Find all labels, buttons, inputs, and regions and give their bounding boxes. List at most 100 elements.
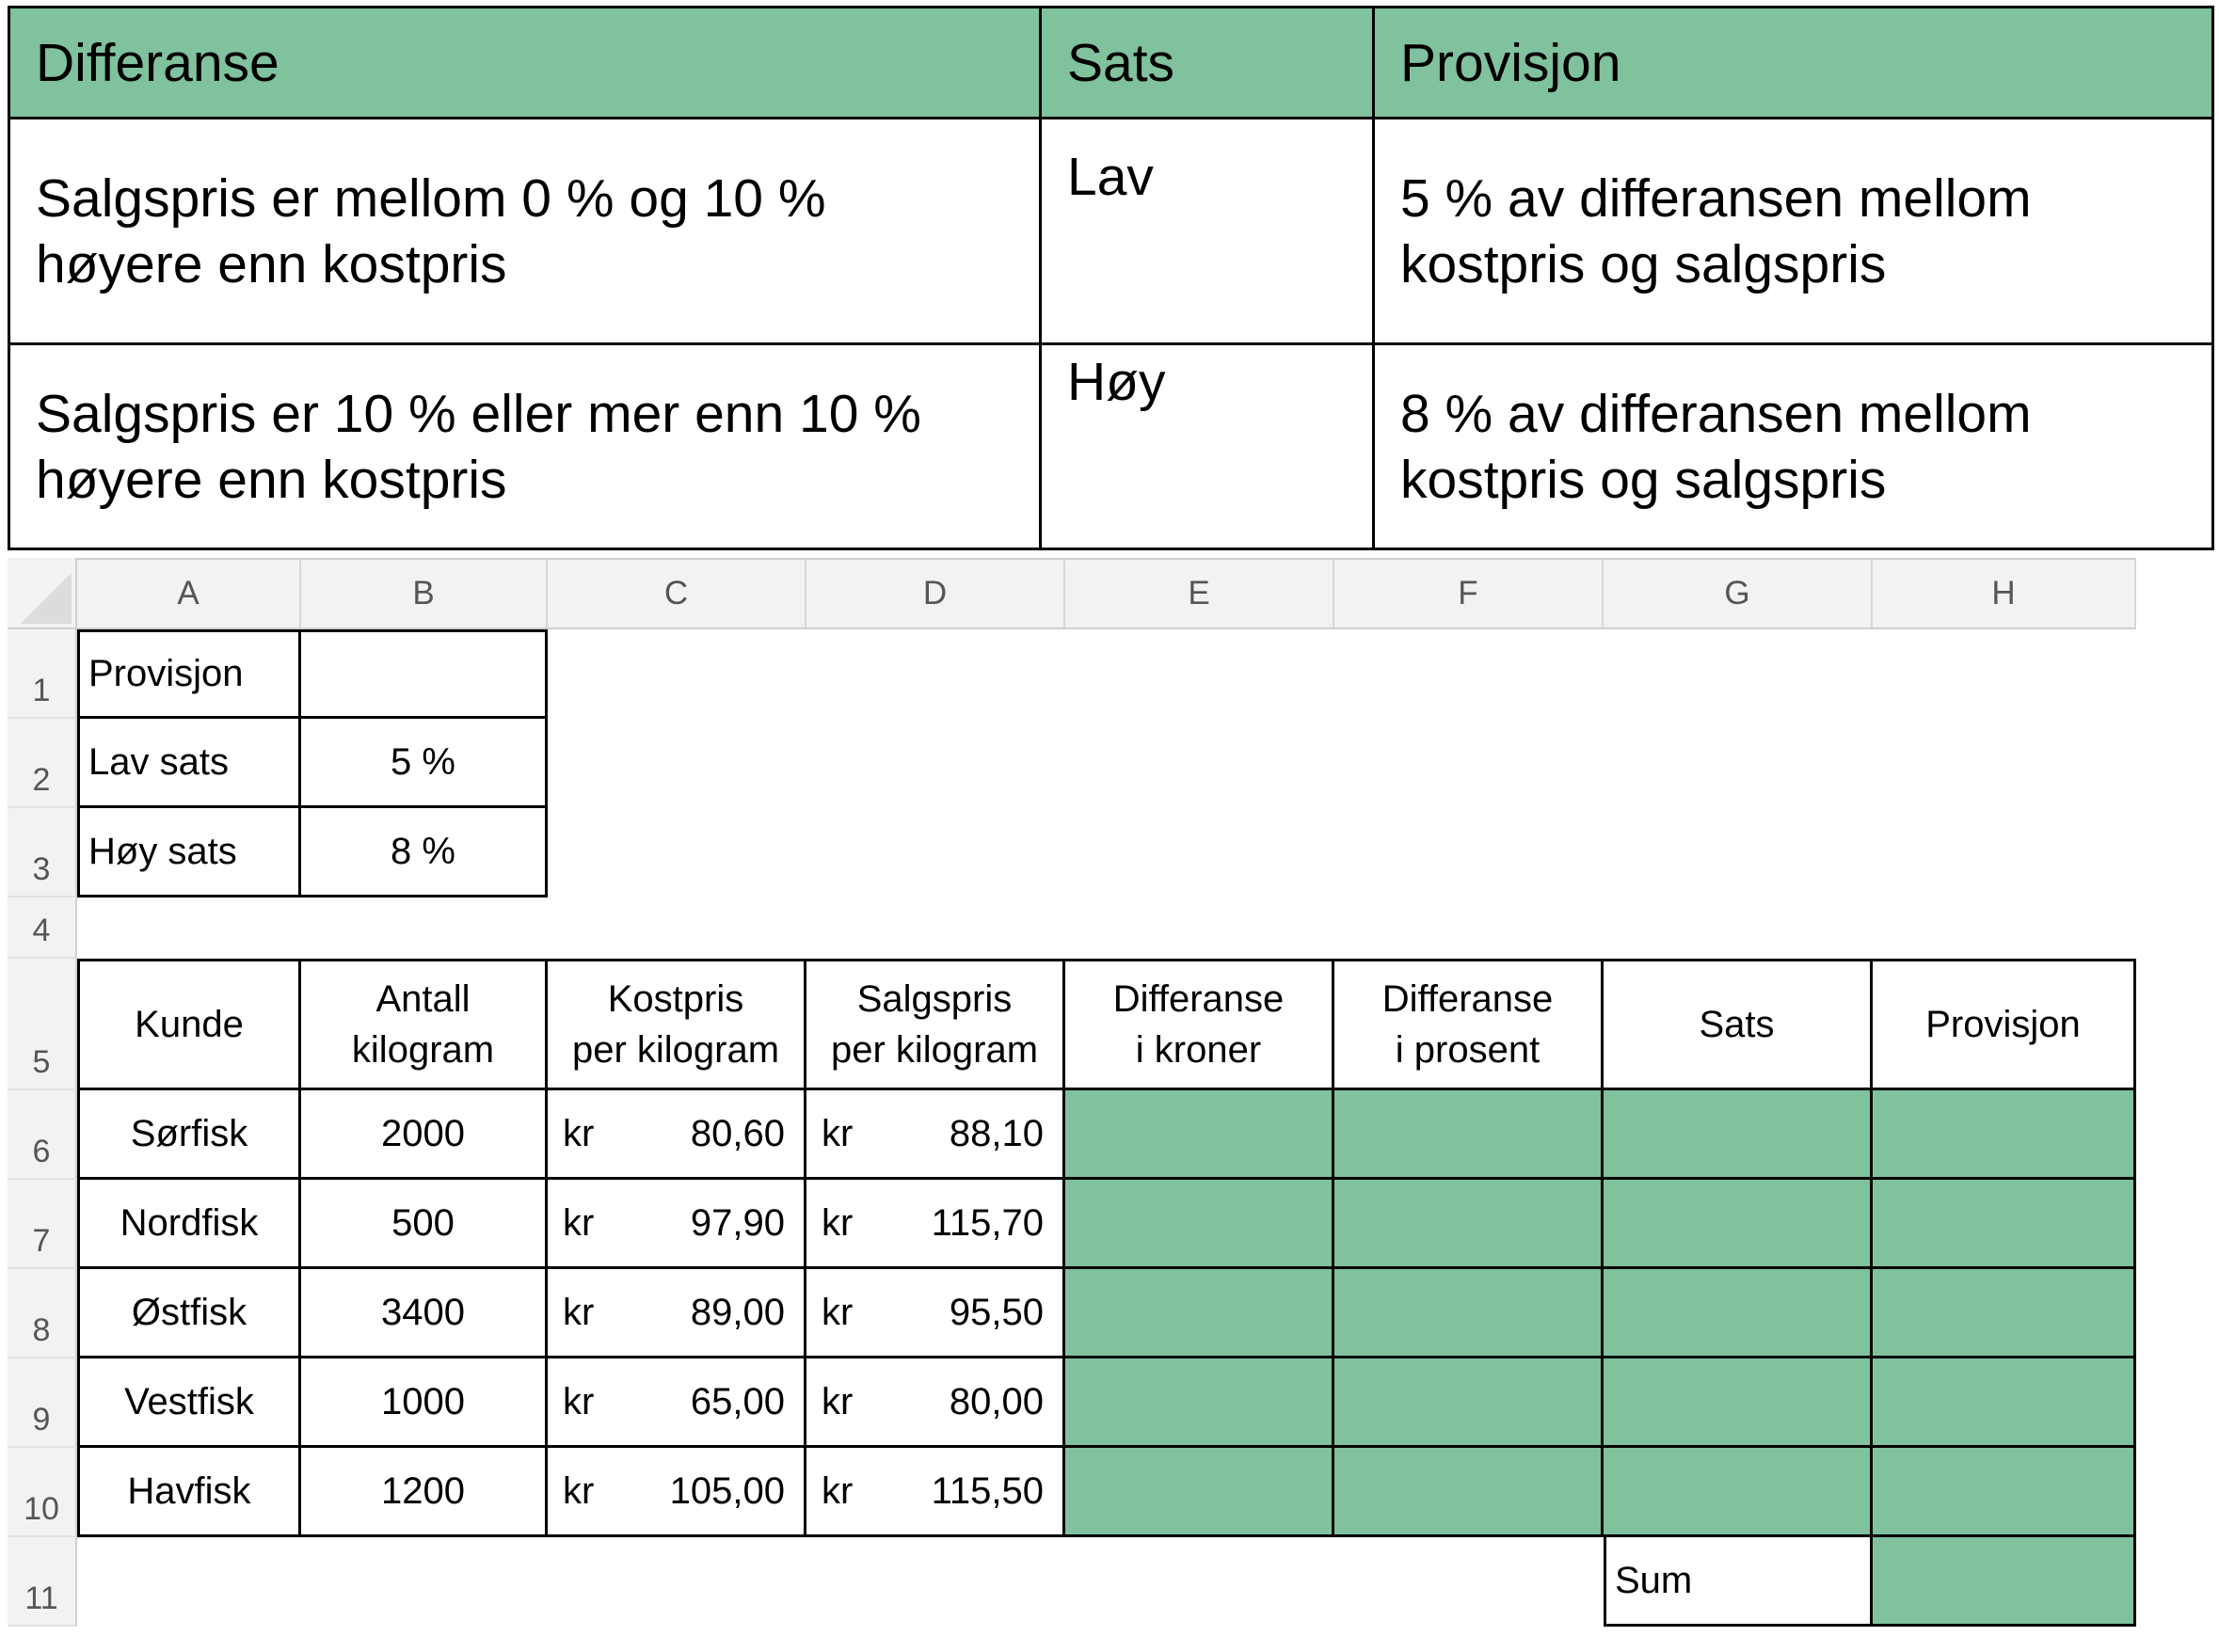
cell-g9[interactable] (1601, 1356, 1873, 1448)
cell-a1[interactable]: Provisjon (77, 629, 301, 719)
cell-d6[interactable]: kr 88,10 (804, 1088, 1065, 1180)
cell-a2[interactable]: Lav sats (77, 716, 301, 808)
row-header-11[interactable]: 11 (8, 1537, 77, 1627)
row-header-label: 1 (32, 673, 51, 708)
row-header-5[interactable]: 5 (8, 959, 77, 1090)
cell-h10[interactable] (1870, 1445, 2136, 1537)
cell-e10[interactable] (1062, 1445, 1334, 1537)
cell-f8[interactable] (1332, 1266, 1604, 1358)
header-cell-b5[interactable]: Antall kilogram (298, 959, 548, 1090)
column-header-b[interactable]: B (301, 558, 548, 629)
row-header-7[interactable]: 7 (8, 1180, 77, 1269)
customer-name: Havfisk (127, 1469, 251, 1512)
column-header-g[interactable]: G (1604, 558, 1873, 629)
customer-name: Vestfisk (124, 1380, 254, 1422)
cell-a6[interactable]: Sørfisk (77, 1088, 301, 1180)
row-header-10[interactable]: 10 (8, 1448, 77, 1537)
currency-symbol: kr (563, 1380, 595, 1422)
row-header-8[interactable]: 8 (8, 1269, 77, 1358)
cell-b7[interactable]: 500 (298, 1177, 548, 1269)
currency-symbol: kr (563, 1201, 595, 1244)
cell-a3[interactable]: Høy sats (77, 805, 301, 897)
cell-h11[interactable] (1870, 1534, 2136, 1627)
cell-b1[interactable] (298, 629, 548, 719)
header-text-line: Sats (1699, 1004, 1775, 1045)
commission-rules-table: Differanse Sats Provisjon Salgspris er m… (8, 6, 2214, 550)
row-header-9[interactable]: 9 (8, 1358, 77, 1448)
cell-c10[interactable]: kr 105,00 (545, 1445, 806, 1537)
cell-f9[interactable] (1332, 1356, 1604, 1448)
param-label: Høy sats (88, 830, 237, 872)
rule-text-line: Salgspris er mellom 0 % og 10 % (36, 167, 826, 229)
cell-b6[interactable]: 2000 (298, 1088, 548, 1180)
cell-a10[interactable]: Havfisk (77, 1445, 301, 1537)
cell-h6[interactable] (1870, 1088, 2136, 1180)
rule-text-line: 5 % av differansen mellom (1400, 167, 2032, 229)
select-all-corner[interactable] (8, 558, 77, 629)
cell-b8[interactable]: 3400 (298, 1266, 548, 1358)
customer-name: Nordfisk (120, 1201, 259, 1244)
cell-a8[interactable]: Østfisk (77, 1266, 301, 1358)
cell-c8[interactable]: kr 89,00 (545, 1266, 806, 1358)
column-header-d[interactable]: D (806, 558, 1065, 629)
cell-d9[interactable]: kr 80,00 (804, 1356, 1065, 1448)
cell-e6[interactable] (1062, 1088, 1334, 1180)
cell-a7[interactable]: Nordfisk (77, 1177, 301, 1269)
cell-c6[interactable]: kr 80,60 (545, 1088, 806, 1180)
salgspris-value: 80,00 (949, 1380, 1044, 1422)
cell-e9[interactable] (1062, 1356, 1334, 1448)
cell-d8[interactable]: kr 95,50 (804, 1266, 1065, 1358)
row-header-label: 11 (24, 1581, 58, 1616)
sum-label: Sum (1615, 1559, 1693, 1601)
column-header-e[interactable]: E (1065, 558, 1334, 629)
cell-f7[interactable] (1332, 1177, 1604, 1269)
header-text-line: per kilogram (830, 1029, 1039, 1071)
kostpris-value: 89,00 (690, 1291, 785, 1333)
header-text-line: Antall (375, 978, 471, 1020)
cell-d10[interactable]: kr 115,50 (804, 1445, 1065, 1537)
row-header-label: 8 (32, 1312, 51, 1348)
cell-e8[interactable] (1062, 1266, 1334, 1358)
header-provisjon: Provisjon (1372, 6, 2214, 119)
rule-text-line: høyere enn kostpris (36, 449, 507, 510)
cell-c7[interactable]: kr 97,90 (545, 1177, 806, 1269)
header-cell-e5[interactable]: Differanse i kroner (1062, 959, 1334, 1090)
header-cell-f5[interactable]: Differanse i prosent (1332, 959, 1604, 1090)
cell-f6[interactable] (1332, 1088, 1604, 1180)
cell-h7[interactable] (1870, 1177, 2136, 1269)
cell-b10[interactable]: 1200 (298, 1445, 548, 1537)
cell-h8[interactable] (1870, 1266, 2136, 1358)
column-header-h[interactable]: H (1873, 558, 2136, 629)
cell-b2[interactable]: 5 % (298, 716, 548, 808)
currency-symbol: kr (822, 1201, 854, 1244)
row-header-3[interactable]: 3 (8, 808, 77, 897)
cell-g11[interactable]: Sum (1604, 1534, 1873, 1627)
header-text-line: Differanse (1381, 978, 1554, 1020)
cell-b3[interactable]: 8 % (298, 805, 548, 897)
header-text-line: Provisjon (1925, 1004, 2081, 1045)
column-header-c[interactable]: C (548, 558, 806, 629)
header-cell-d5[interactable]: Salgspris per kilogram (804, 959, 1065, 1090)
row-header-1[interactable]: 1 (8, 629, 77, 719)
salgspris-value: 88,10 (949, 1112, 1044, 1154)
cell-g10[interactable] (1601, 1445, 1873, 1537)
cell-c9[interactable]: kr 65,00 (545, 1356, 806, 1448)
header-cell-c5[interactable]: Kostpris per kilogram (545, 959, 806, 1090)
row-header-4[interactable]: 4 (8, 897, 77, 959)
column-header-f[interactable]: F (1334, 558, 1604, 629)
header-cell-h5[interactable]: Provisjon (1870, 959, 2136, 1090)
cell-d7[interactable]: kr 115,70 (804, 1177, 1065, 1269)
cell-e7[interactable] (1062, 1177, 1334, 1269)
cell-g7[interactable] (1601, 1177, 1873, 1269)
cell-g6[interactable] (1601, 1088, 1873, 1180)
cell-a9[interactable]: Vestfisk (77, 1356, 301, 1448)
column-header-a[interactable]: A (77, 558, 301, 629)
header-cell-g5[interactable]: Sats (1601, 959, 1873, 1090)
cell-h9[interactable] (1870, 1356, 2136, 1448)
cell-f10[interactable] (1332, 1445, 1604, 1537)
row-header-6[interactable]: 6 (8, 1090, 77, 1180)
cell-b9[interactable]: 1000 (298, 1356, 548, 1448)
cell-g8[interactable] (1601, 1266, 1873, 1358)
header-cell-a5[interactable]: Kunde (77, 959, 301, 1090)
row-header-2[interactable]: 2 (8, 719, 77, 808)
